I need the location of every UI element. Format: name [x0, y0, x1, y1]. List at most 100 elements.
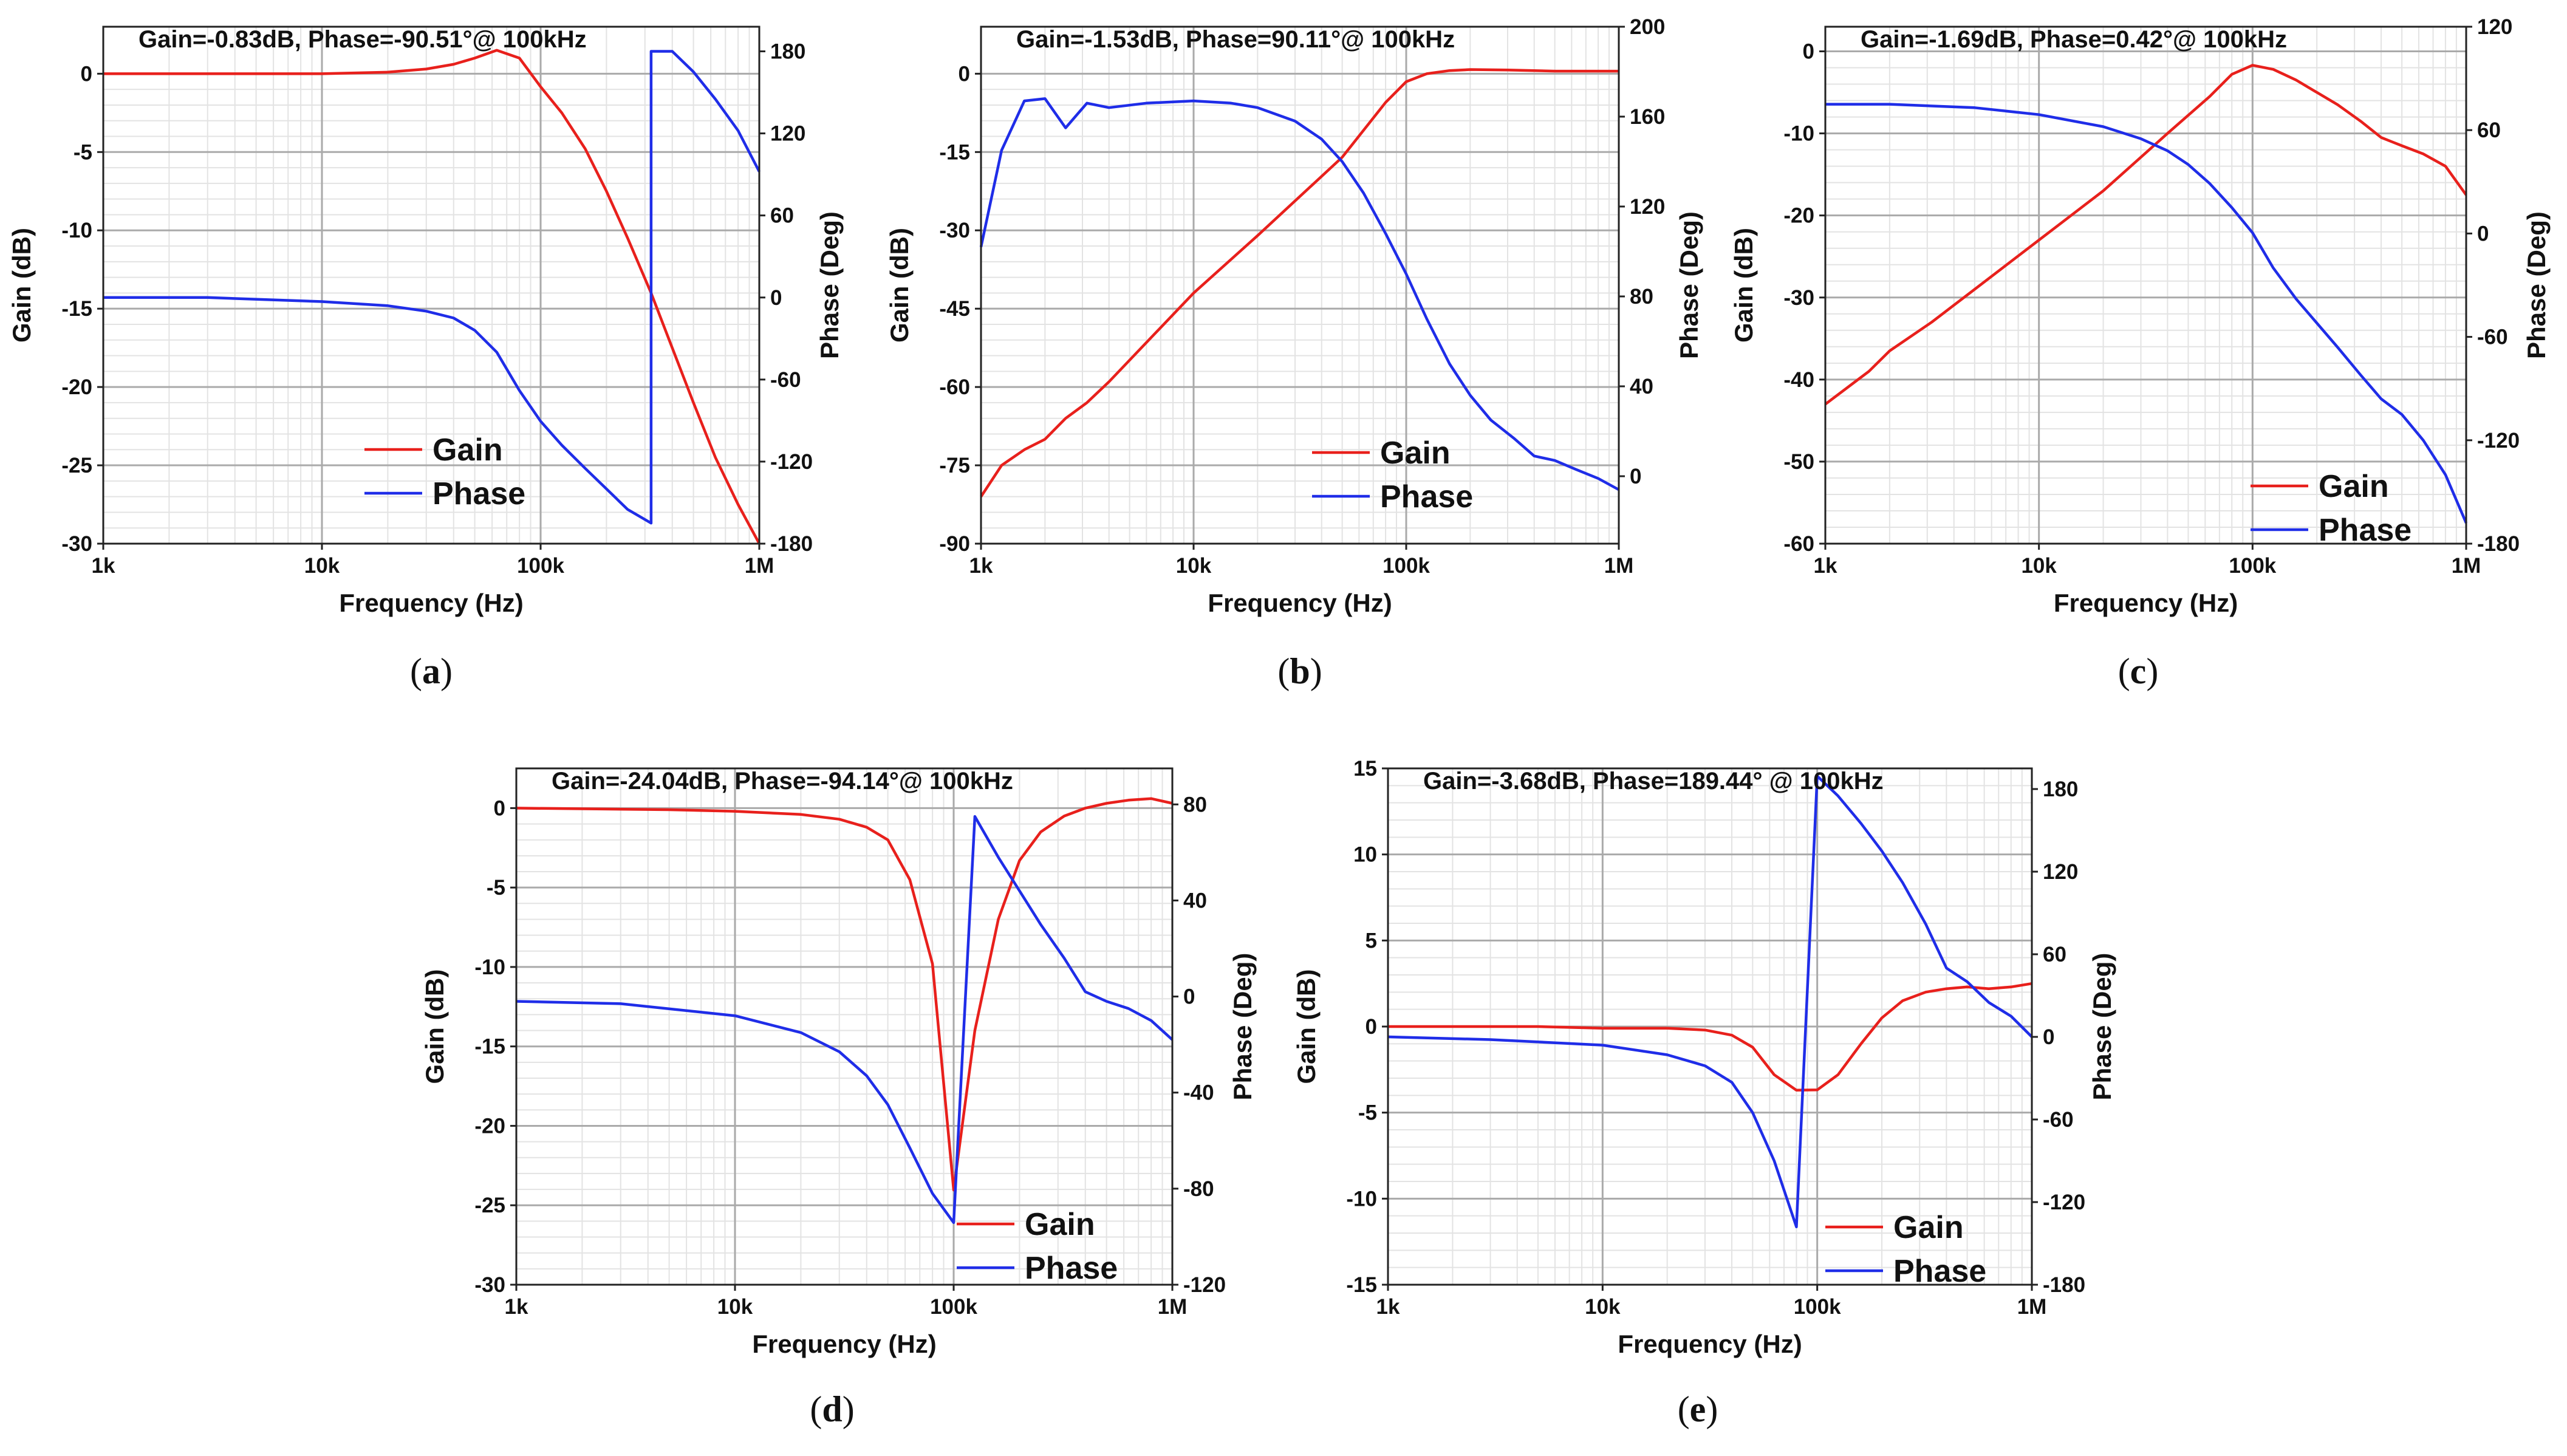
legend-label-gain: Gain — [1893, 1210, 1964, 1245]
y-left-tick-label: -60 — [939, 375, 970, 399]
y-right-tick-label: 80 — [1630, 285, 1653, 309]
y-right-tick-label: 40 — [1183, 889, 1207, 912]
y-right-tick-label: 180 — [2043, 778, 2078, 801]
y-left-tick-label: -60 — [1783, 532, 1814, 556]
chart-e: 1k 10k 100k 1M 15 10 5 0 -5 -10 -15 180 120 60 0 -60 -12… — [1292, 757, 2116, 1429]
x-tick-label: 10k — [304, 554, 340, 578]
y-right-tick-label: 120 — [1630, 195, 1665, 219]
caption-letter: c — [2130, 651, 2147, 691]
y-left-tick-label: -10 — [474, 955, 505, 979]
x-tick-label: 1M — [1158, 1295, 1188, 1319]
y-left-tick-label: -40 — [1783, 368, 1814, 392]
y-left-tick-label: 5 — [1366, 929, 1377, 952]
plot-frame — [980, 26, 1620, 545]
x-tick-label: 100k — [1383, 554, 1430, 578]
plot-frame — [1824, 26, 2467, 545]
y-left-axis-label: Gain (dB) — [1729, 228, 1758, 343]
y-right-tick-label: -60 — [770, 368, 801, 392]
x-tick-label: 1M — [2017, 1295, 2047, 1319]
y-right-axis-label: Phase (Deg) — [815, 211, 844, 359]
series-gain-line — [1388, 982, 2032, 1092]
y-right-tick-label: 0 — [770, 286, 782, 310]
caption-paren-close: ) — [2146, 651, 2158, 691]
caption-letter: b — [1290, 651, 1310, 691]
y-left-tick-label: -15 — [474, 1035, 505, 1059]
caption-paren-open: ( — [410, 651, 422, 691]
y-left-tick-label: -25 — [474, 1194, 505, 1217]
plot-frame — [102, 26, 761, 545]
y-right-tick-label: -180 — [2043, 1273, 2085, 1297]
plot-area — [516, 768, 1172, 1285]
y-right-tick-label: -80 — [1183, 1177, 1214, 1201]
legend-label-phase: Phase — [2319, 513, 2411, 548]
series-gain-line — [980, 68, 1619, 497]
plot-area — [1825, 27, 2466, 544]
caption-paren-close: ) — [1310, 651, 1322, 691]
x-tick-label: 1M — [1604, 554, 1634, 578]
y-left-tick-label: -90 — [939, 532, 970, 556]
x-tick-label: 1k — [505, 1295, 528, 1319]
y-left-tick-label: -30 — [474, 1273, 505, 1297]
y-left-tick-label: -15 — [1346, 1273, 1377, 1297]
y-right-tick-label: -120 — [1183, 1273, 1226, 1297]
caption-letter: e — [1690, 1389, 1706, 1429]
chart-b: 1k 10k 100k 1M 0 -15 -30 -45 -60 -75 -90 200 160 120 8… — [885, 15, 1703, 691]
y-left-axis-label: Gain (dB) — [885, 228, 914, 343]
series-phase-line — [103, 50, 761, 525]
y-left-tick-label: 0 — [494, 796, 505, 820]
y-left-tick-label: -30 — [61, 532, 92, 556]
legend-label-phase: Phase — [1893, 1254, 1986, 1289]
caption-paren-close: ) — [843, 1389, 855, 1429]
y-left-tick-label: -5 — [73, 140, 92, 164]
y-right-tick-label: -120 — [2043, 1191, 2085, 1214]
y-left-tick-label: -5 — [1358, 1101, 1377, 1125]
y-right-tick-label: -120 — [770, 450, 813, 474]
y-left-tick-label: -45 — [939, 297, 970, 321]
x-tick-label: 10k — [1585, 1295, 1621, 1319]
series-gain-line — [103, 49, 761, 545]
y-left-tick-label: -50 — [1783, 450, 1814, 474]
legend-label-gain: Gain — [2319, 469, 2389, 504]
legend-label-phase: Phase — [432, 476, 525, 511]
measurement-annotation: Gain=-0.83dB, Phase=-90.51°@ 100kHz — [138, 26, 587, 53]
caption-paren-open: ( — [1277, 651, 1290, 691]
x-tick-label: 1k — [1376, 1295, 1400, 1319]
x-tick-label: 1M — [2452, 554, 2481, 578]
series-phase-line — [516, 815, 1174, 1225]
y-right-tick-label: 180 — [770, 40, 805, 64]
y-right-tick-label: -40 — [1183, 1081, 1214, 1105]
y-right-tick-label: 120 — [2043, 860, 2078, 884]
y-left-tick-label: -10 — [61, 219, 92, 242]
legend-label-phase: Phase — [1025, 1251, 1118, 1286]
y-right-axis-label: Phase (Deg) — [2522, 211, 2551, 359]
y-right-tick-label: 40 — [1630, 375, 1653, 398]
y-right-tick-label: 0 — [1630, 465, 1641, 488]
measurement-annotation: Gain=-1.53dB, Phase=90.11°@ 100kHz — [1016, 26, 1455, 53]
x-tick-label: 10k — [717, 1295, 753, 1319]
y-right-axis-label: Phase (Deg) — [2088, 953, 2116, 1101]
y-left-tick-label: -10 — [1783, 122, 1814, 146]
panel-caption: (e) — [1678, 1389, 1718, 1429]
y-left-tick-label: 0 — [1803, 40, 1814, 64]
y-right-tick-label: 0 — [2043, 1025, 2054, 1049]
y-right-tick-label: 60 — [770, 204, 794, 228]
series-phase-line — [1825, 103, 2468, 524]
y-left-tick-label: -30 — [939, 219, 970, 242]
y-right-tick-label: 120 — [2477, 15, 2512, 39]
caption-paren-open: ( — [2118, 651, 2130, 691]
x-axis-label: Frequency (Hz) — [2054, 589, 2238, 617]
panel-caption: (d) — [810, 1389, 854, 1429]
y-left-tick-label: 0 — [959, 62, 970, 86]
plot-area — [981, 27, 1619, 544]
y-right-tick-label: -180 — [770, 532, 813, 556]
y-left-tick-label: -5 — [487, 876, 505, 900]
y-left-tick-label: -15 — [939, 140, 970, 164]
chart-a: 1k 10k 100k 1M 0 -5 -10 -15 -20 -25 -30 180 120 60 0 -6… — [7, 26, 844, 691]
x-tick-label: 1k — [969, 554, 993, 578]
legend-label-gain: Gain — [1025, 1207, 1095, 1242]
panel-caption: (c) — [2118, 651, 2159, 691]
y-right-tick-label: -180 — [2477, 532, 2520, 556]
measurement-annotation: Gain=-3.68dB, Phase=189.44° @ 100kHz — [1423, 768, 1884, 795]
legend-label-gain: Gain — [1380, 436, 1451, 471]
x-tick-label: 1k — [92, 554, 115, 578]
